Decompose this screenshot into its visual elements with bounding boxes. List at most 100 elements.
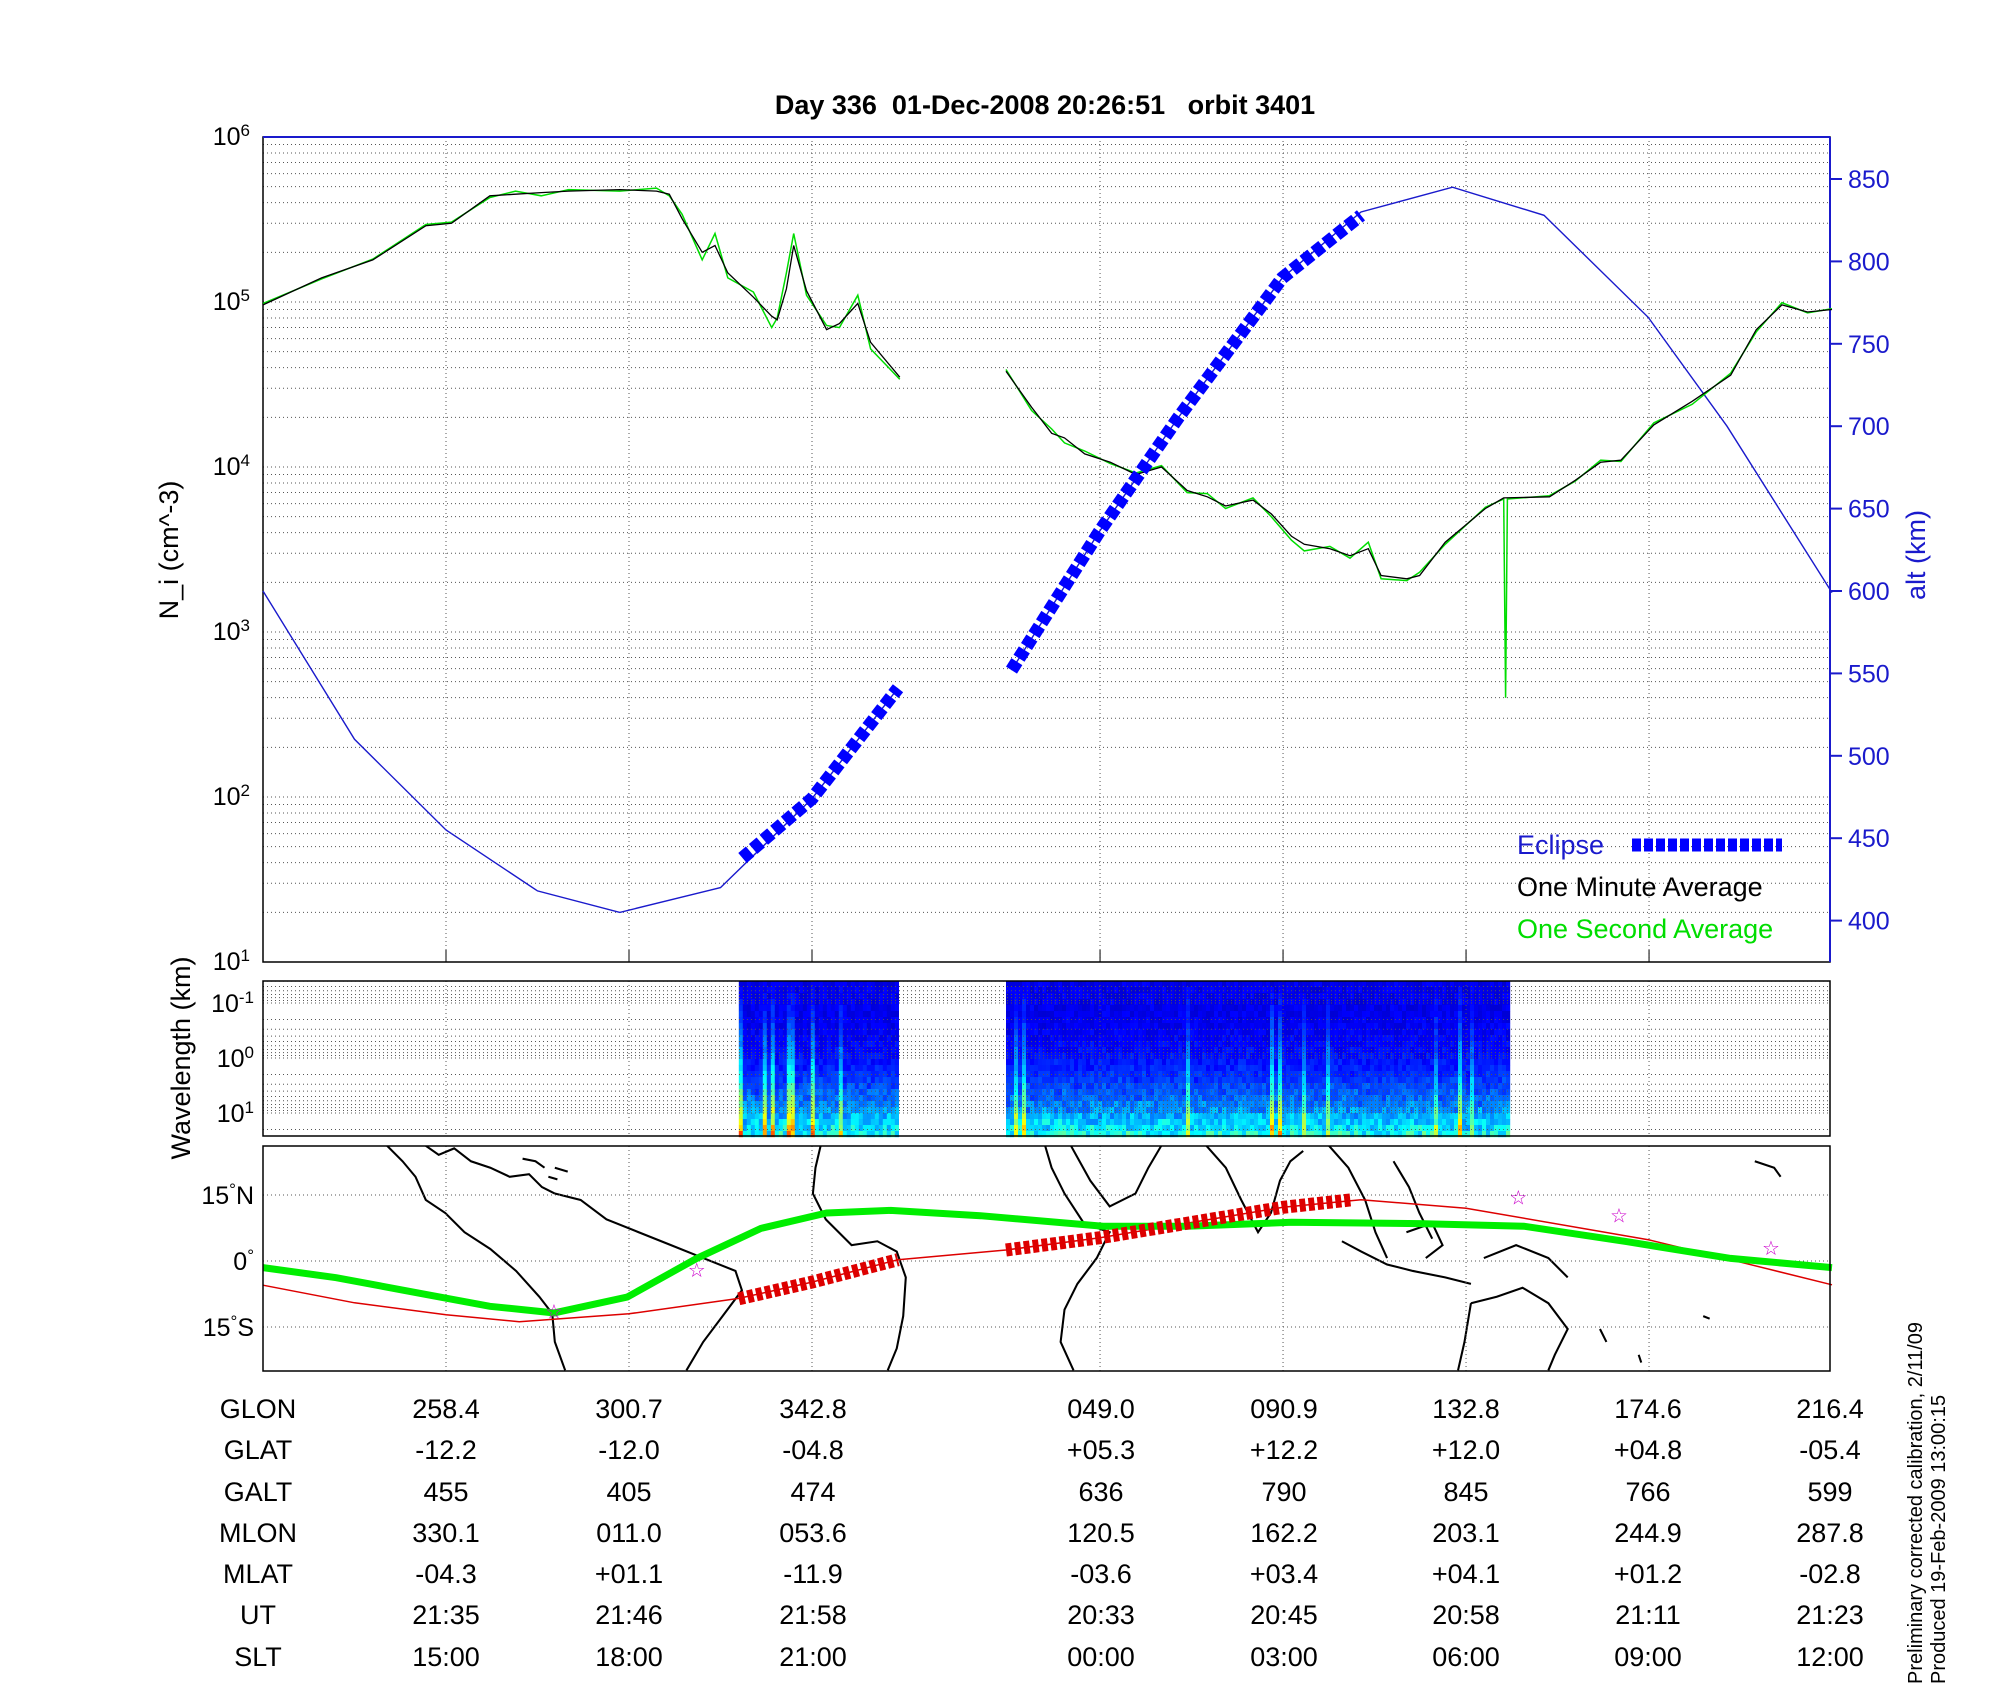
spectrogram-cell — [1426, 993, 1431, 1000]
spectrogram-cell — [1274, 1047, 1279, 1054]
spectrogram-cell — [746, 1071, 751, 1078]
spectrogram-cell — [762, 981, 767, 988]
spectrogram-cell — [1110, 1071, 1115, 1078]
spectrogram-cell — [810, 1023, 815, 1030]
spectrogram-cell — [1014, 1101, 1019, 1108]
spectrogram-cell — [1226, 1065, 1231, 1072]
spectrogram-cell — [1378, 1119, 1383, 1126]
spectrogram-cell — [782, 1107, 787, 1114]
spectrogram-cell — [1394, 1023, 1399, 1030]
spectrogram-cell — [1126, 1005, 1131, 1012]
spectrogram-cell — [1126, 1125, 1131, 1132]
spectrogram-cell — [890, 1095, 895, 1102]
spectrogram-cell — [774, 1101, 779, 1108]
spectrogram-cell — [1270, 1011, 1275, 1018]
spectrogram-cell — [1382, 1035, 1387, 1042]
spectrogram-cell — [794, 1053, 799, 1060]
spectrogram-cell — [766, 993, 771, 1000]
spectrogram-cell — [766, 999, 771, 1006]
spectrogram-cell — [1130, 1041, 1135, 1048]
spectrogram-cell — [1282, 1029, 1287, 1036]
spectrogram-cell — [1290, 1011, 1295, 1018]
spectrogram-cell — [1322, 1089, 1327, 1096]
spectrogram-cell — [1434, 1029, 1439, 1036]
spectrogram-cell — [1422, 1023, 1427, 1030]
spectrogram-cell — [1162, 1035, 1167, 1042]
spectrogram-cell — [1090, 993, 1095, 1000]
spectrogram-cell — [1366, 1131, 1371, 1138]
spectrogram-cell — [798, 1011, 803, 1018]
spectrogram-cell — [1462, 993, 1467, 1000]
spectrogram-cell — [1122, 1089, 1127, 1096]
spectrogram-cell — [1034, 999, 1039, 1006]
spectrogram-cell — [766, 1095, 771, 1102]
spectrogram-cell — [1018, 1011, 1023, 1018]
spectrogram-cell — [1422, 1041, 1427, 1048]
spectrogram-cell — [850, 1047, 855, 1054]
spectrogram-cell — [1350, 987, 1355, 994]
spectrogram-cell — [1014, 1065, 1019, 1072]
spectrogram-cell — [870, 1041, 875, 1048]
spectrogram-cell — [1462, 1059, 1467, 1066]
spectrogram-cell — [1006, 987, 1011, 994]
spectrogram-cell — [846, 1029, 851, 1036]
spectrogram-cell — [1050, 1095, 1055, 1102]
spectrogram-cell — [1258, 1083, 1263, 1090]
spectrogram-cell — [1470, 981, 1475, 988]
spectrogram-cell — [806, 1095, 811, 1102]
spectrogram-cell — [1214, 1005, 1219, 1012]
spectrogram-cell — [818, 1131, 823, 1138]
spectrogram-cell — [1450, 1035, 1455, 1042]
spectrogram-cell — [1234, 1023, 1239, 1030]
table-cell: 090.9 — [1250, 1394, 1318, 1424]
spectrogram-cell — [1074, 1041, 1079, 1048]
spectrogram-cell — [738, 981, 743, 988]
spectrogram-cell — [770, 1101, 775, 1108]
spectrogram-cell — [1474, 1011, 1479, 1018]
spectrogram-cell — [1190, 1041, 1195, 1048]
spectrogram-cell — [1322, 1023, 1327, 1030]
spectrogram-cell — [1502, 1017, 1507, 1024]
spectrogram-cell — [834, 1131, 839, 1138]
spectrogram-cell — [1406, 1089, 1411, 1096]
spectrogram-cell — [1358, 1047, 1363, 1054]
spectrogram-cell — [798, 1089, 803, 1096]
spectrogram-cell — [890, 999, 895, 1006]
spectrogram-cell — [886, 1041, 891, 1048]
spectrogram-cell — [1102, 1089, 1107, 1096]
orbit-track-line — [262, 1199, 1833, 1323]
spectrogram-cell — [1298, 1059, 1303, 1066]
spectrogram-cell — [1210, 1089, 1215, 1096]
spectrogram-cell — [1222, 1107, 1227, 1114]
spectrogram-cell — [1466, 1119, 1471, 1126]
spectrogram-cell — [1494, 1119, 1499, 1126]
spectrogram-cell — [1478, 1131, 1483, 1138]
spectrogram-cell — [1166, 1023, 1171, 1030]
spectrogram-cell — [1478, 1005, 1483, 1012]
spectrogram-cell — [1478, 1065, 1483, 1072]
spectrogram-cell — [1482, 1017, 1487, 1024]
spectrogram-cell — [1274, 1005, 1279, 1012]
spectrogram-cell — [1282, 1053, 1287, 1060]
spectrogram-cell — [1410, 1059, 1415, 1066]
spectrogram-cell — [1034, 1041, 1039, 1048]
spectrogram-cell — [1362, 1029, 1367, 1036]
spectrogram-cell — [786, 1053, 791, 1060]
spectrogram-cell — [1506, 1119, 1511, 1126]
spectrogram-cell — [1482, 1035, 1487, 1042]
spectrogram-cell — [1442, 1101, 1447, 1108]
spectrogram-cell — [1018, 1029, 1023, 1036]
spectrogram-cell — [1170, 1011, 1175, 1018]
spectrogram-cell — [1222, 1023, 1227, 1030]
spectrogram-cell — [1058, 1119, 1063, 1126]
spectrogram-cell — [1230, 1065, 1235, 1072]
spectrogram-cell — [1314, 1035, 1319, 1042]
spectrogram-cell — [1414, 1017, 1419, 1024]
spectrogram-cell — [738, 1077, 743, 1084]
spectrogram-cell — [1130, 1023, 1135, 1030]
spectrogram-cell — [1474, 1047, 1479, 1054]
spectrogram-cell — [1282, 1041, 1287, 1048]
spectrogram-cell — [1078, 1005, 1083, 1012]
spectrogram-cell — [1374, 999, 1379, 1006]
spectrogram-cell — [746, 1035, 751, 1042]
